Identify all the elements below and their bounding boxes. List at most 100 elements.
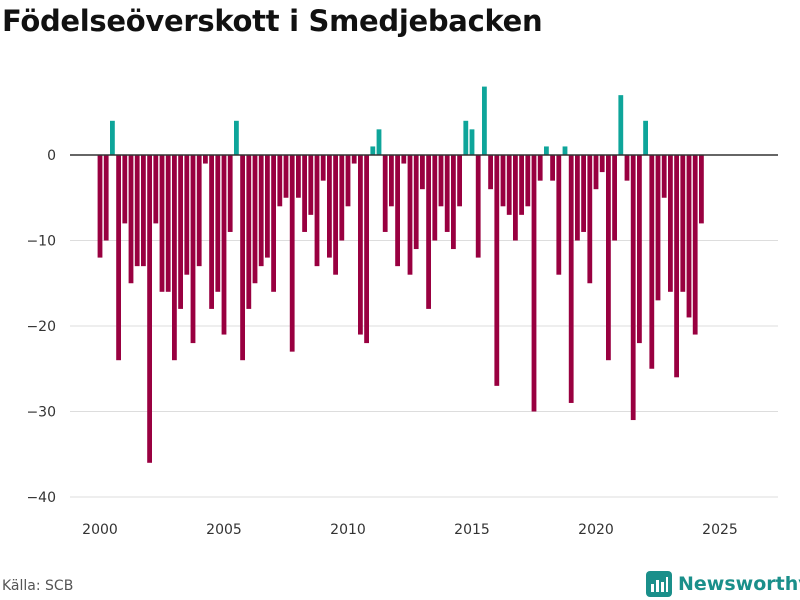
bar [277, 155, 283, 207]
bar [389, 155, 394, 207]
bar [351, 155, 357, 164]
bar [426, 155, 431, 309]
bar [296, 155, 301, 198]
bar [370, 146, 376, 155]
bar [556, 155, 562, 275]
bar [289, 155, 295, 352]
bar [327, 155, 332, 258]
bar [358, 155, 363, 335]
chart-title: Födelseöverskott i Smedjebacken [2, 4, 543, 38]
bar [513, 155, 518, 241]
bar [283, 155, 289, 198]
bar [544, 146, 549, 155]
bar [606, 155, 611, 361]
bar [339, 155, 345, 241]
bar [308, 155, 314, 215]
bar [271, 155, 276, 292]
bar [116, 155, 121, 361]
bar [630, 155, 636, 421]
bar [643, 120, 648, 155]
bar [612, 155, 617, 241]
bar [618, 95, 624, 155]
x-tick-label: 2000 [82, 522, 118, 538]
bar [469, 129, 475, 155]
bar [593, 155, 599, 190]
bar [401, 155, 407, 164]
bar [153, 155, 159, 224]
bar [215, 155, 221, 292]
source-note: Källa: SCB [2, 578, 74, 594]
y-tick-label: 0 [47, 148, 56, 164]
bar [376, 129, 382, 155]
bar [568, 155, 574, 403]
bar [432, 155, 438, 241]
newsworthy-logo-icon [646, 571, 672, 597]
bar [196, 155, 202, 267]
bar [692, 155, 698, 335]
bar [165, 155, 171, 292]
bars [97, 86, 704, 463]
y-tick-label: −10 [26, 234, 56, 250]
bar [463, 120, 469, 155]
y-tick-label: −40 [26, 490, 56, 506]
bar [159, 155, 165, 292]
bar [457, 155, 462, 207]
bar [345, 155, 351, 207]
bar [128, 155, 134, 284]
bar [444, 155, 450, 232]
bar [581, 155, 586, 232]
bar [221, 155, 227, 335]
bar [519, 155, 524, 215]
bar [482, 86, 487, 155]
bar [537, 155, 543, 181]
bar [240, 155, 245, 361]
bar [333, 155, 338, 275]
y-tick-label: −20 [26, 319, 56, 335]
brand-logo[interactable]: Newsworthy [646, 570, 800, 598]
bar [680, 155, 686, 292]
x-tick-label: 2020 [578, 522, 614, 538]
bar [525, 155, 531, 207]
bar [209, 155, 214, 309]
bar [395, 155, 400, 267]
bar [110, 120, 115, 155]
bar [438, 155, 444, 207]
bar [413, 155, 419, 250]
bar [314, 155, 320, 267]
bar [172, 155, 177, 361]
bar [562, 146, 568, 155]
bar [699, 155, 704, 224]
bar [494, 155, 500, 386]
bar [258, 155, 264, 267]
bar [97, 155, 103, 258]
bar [178, 155, 183, 309]
x-tick-label: 2025 [702, 522, 738, 538]
bar [575, 155, 580, 241]
bar [302, 155, 307, 232]
bar [550, 155, 555, 181]
bar [451, 155, 456, 250]
bar [599, 155, 605, 173]
bar [147, 155, 152, 463]
y-tick-label: −30 [26, 405, 56, 421]
bar [531, 155, 537, 412]
bar [246, 155, 252, 309]
x-tick-label: 2015 [454, 522, 490, 538]
bar [420, 155, 425, 190]
bar [587, 155, 593, 284]
x-tick-label: 2005 [206, 522, 242, 538]
bar [141, 155, 146, 267]
bar [488, 155, 493, 190]
bar [661, 155, 667, 198]
bar [265, 155, 270, 258]
bar [364, 155, 369, 344]
y-axis-ticks: 0 −10 −20 −30 −40 [26, 148, 56, 506]
bar [103, 155, 109, 241]
bar [637, 155, 642, 344]
bar [655, 155, 661, 301]
bar [500, 155, 506, 207]
x-axis-ticks: 2000 2005 2010 2015 2020 2025 [82, 522, 738, 538]
bar [122, 155, 128, 224]
bar [234, 120, 239, 155]
